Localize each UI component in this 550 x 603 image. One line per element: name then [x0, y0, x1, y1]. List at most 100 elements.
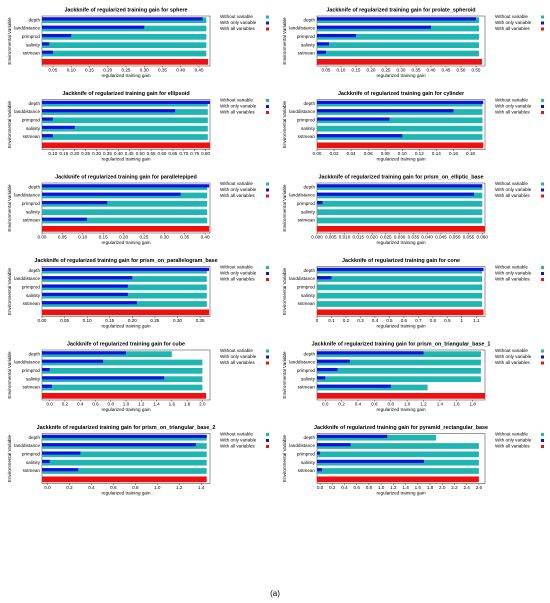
x-tick-label: 0.2: [338, 402, 345, 407]
legend-swatch: [266, 182, 269, 186]
x-tick-label: 0.0: [44, 485, 51, 490]
bar-without: [317, 292, 483, 299]
x-tick-label: 0.8: [388, 402, 395, 407]
category-label: primprod: [297, 285, 316, 290]
bar-without: [42, 209, 208, 216]
y-axis-label: Environmental Variable: [7, 100, 12, 148]
category-label: sstmean: [298, 468, 316, 473]
bar-without: [42, 50, 207, 57]
legend-label: Without variable: [495, 348, 528, 353]
x-axis-label: regularized training gain: [101, 157, 150, 162]
legend-label: Without variable: [495, 14, 528, 19]
y-axis-label: Environmental Variable: [282, 434, 287, 482]
category-label: sstmean: [23, 218, 41, 223]
x-tick-label: 0.05: [48, 68, 57, 73]
legend-label: With all variables: [495, 444, 530, 449]
legend-swatch: [266, 445, 269, 448]
x-tick-label: 1.2: [390, 485, 397, 490]
bar-without: [317, 359, 481, 366]
x-tick-label: 0.25: [81, 151, 90, 156]
x-tick-label: 0.60: [158, 151, 167, 156]
x-axis-label: regularized training gain: [101, 73, 150, 78]
legend-swatch: [266, 21, 269, 25]
bar-all: [42, 225, 210, 232]
bar-with-only: [42, 284, 128, 288]
bar-with-only: [317, 459, 424, 463]
bar-without: [317, 42, 479, 49]
y-axis-label: Environmental Variable: [7, 434, 12, 482]
x-tick-label: 1.2: [176, 485, 183, 490]
x-tick-label: 0.70: [179, 151, 188, 156]
chart-title: Jackknife of regularized training gain f…: [37, 425, 216, 431]
x-tick-label: 1.4: [402, 485, 409, 490]
x-axis-label: regularized training gain: [376, 240, 425, 245]
category-label: primprod: [297, 368, 316, 373]
x-tick-label: 0.40: [114, 151, 123, 156]
category-label: landdistance: [289, 360, 315, 365]
x-tick-label: 2.0: [199, 402, 206, 407]
category-label: primprod: [22, 452, 41, 457]
x-tick-label: 1.4: [437, 402, 444, 407]
plot-frame: [41, 99, 211, 150]
bar-with-only: [317, 25, 431, 29]
category-label: landdistance: [289, 109, 315, 114]
category-label: salinity: [301, 376, 316, 381]
x-tick-label: 0.015: [353, 235, 365, 240]
legend-label: With only variable: [220, 104, 257, 109]
plot-frame: [41, 433, 211, 484]
x-tick-label: 1.0: [154, 485, 161, 490]
x-tick-label: 2.2: [451, 485, 458, 490]
x-tick-label: 0.15: [99, 235, 108, 240]
chart-title: Jackknife of regularized training gain f…: [326, 7, 475, 13]
x-axis-label: regularized training gain: [101, 491, 150, 496]
x-tick-label: 0.20: [367, 68, 376, 73]
bar-with-only: [317, 468, 322, 472]
x-tick-label: 0.1: [328, 318, 335, 323]
bar-without: [42, 468, 207, 474]
category-label: depth: [29, 268, 41, 273]
legend-swatch: [541, 105, 544, 108]
x-tick-label: 0.5: [386, 318, 393, 323]
legend-label: Without variable: [495, 181, 528, 186]
bar-with-only: [42, 468, 79, 472]
bar-with-only: [42, 292, 128, 296]
x-tick-label: 0.4: [77, 402, 84, 407]
bar-with-only: [317, 200, 323, 205]
bar-with-only: [42, 25, 145, 29]
legend-swatch: [266, 439, 269, 442]
legend-swatch: [266, 433, 269, 436]
x-tick-label: 1: [461, 318, 464, 323]
legend-label: With all variables: [495, 26, 530, 31]
bar-with-only: [317, 117, 390, 121]
category-label: depth: [29, 435, 41, 440]
x-tick-label: 0.4: [341, 485, 348, 490]
bar-without: [317, 443, 479, 449]
x-tick-label: 0.20: [103, 68, 112, 73]
x-tick-label: 0.6: [401, 318, 408, 323]
category-label: sstmean: [23, 385, 41, 390]
category-label: salinity: [26, 209, 41, 214]
category-label: landdistance: [14, 26, 40, 31]
legend-swatch: [541, 194, 544, 198]
plot-frame: [316, 182, 486, 234]
bar-without: [42, 200, 208, 207]
x-tick-label: 0.12: [415, 151, 424, 156]
x-tick-label: 0.9: [444, 318, 451, 323]
x-tick-label: 1.6: [415, 485, 422, 490]
legend-swatch: [541, 99, 544, 102]
y-axis-label: Environmental Variable: [7, 17, 12, 65]
bar-without: [42, 359, 203, 366]
bar-without: [317, 200, 483, 207]
x-axis-label: regularized training gain: [376, 157, 425, 162]
bar-without: [317, 301, 483, 307]
bar-with-only: [42, 42, 50, 46]
x-tick-label: 0.6: [92, 402, 99, 407]
bar-with-only: [42, 359, 104, 363]
legend-label: Without variable: [495, 265, 528, 270]
x-tick-label: 0.50: [457, 68, 466, 73]
x-tick-label: 0.15: [59, 151, 68, 156]
category-label: salinity: [26, 293, 41, 298]
x-tick-label: 0.0: [322, 402, 329, 407]
x-tick-label: 0.000: [311, 235, 323, 240]
